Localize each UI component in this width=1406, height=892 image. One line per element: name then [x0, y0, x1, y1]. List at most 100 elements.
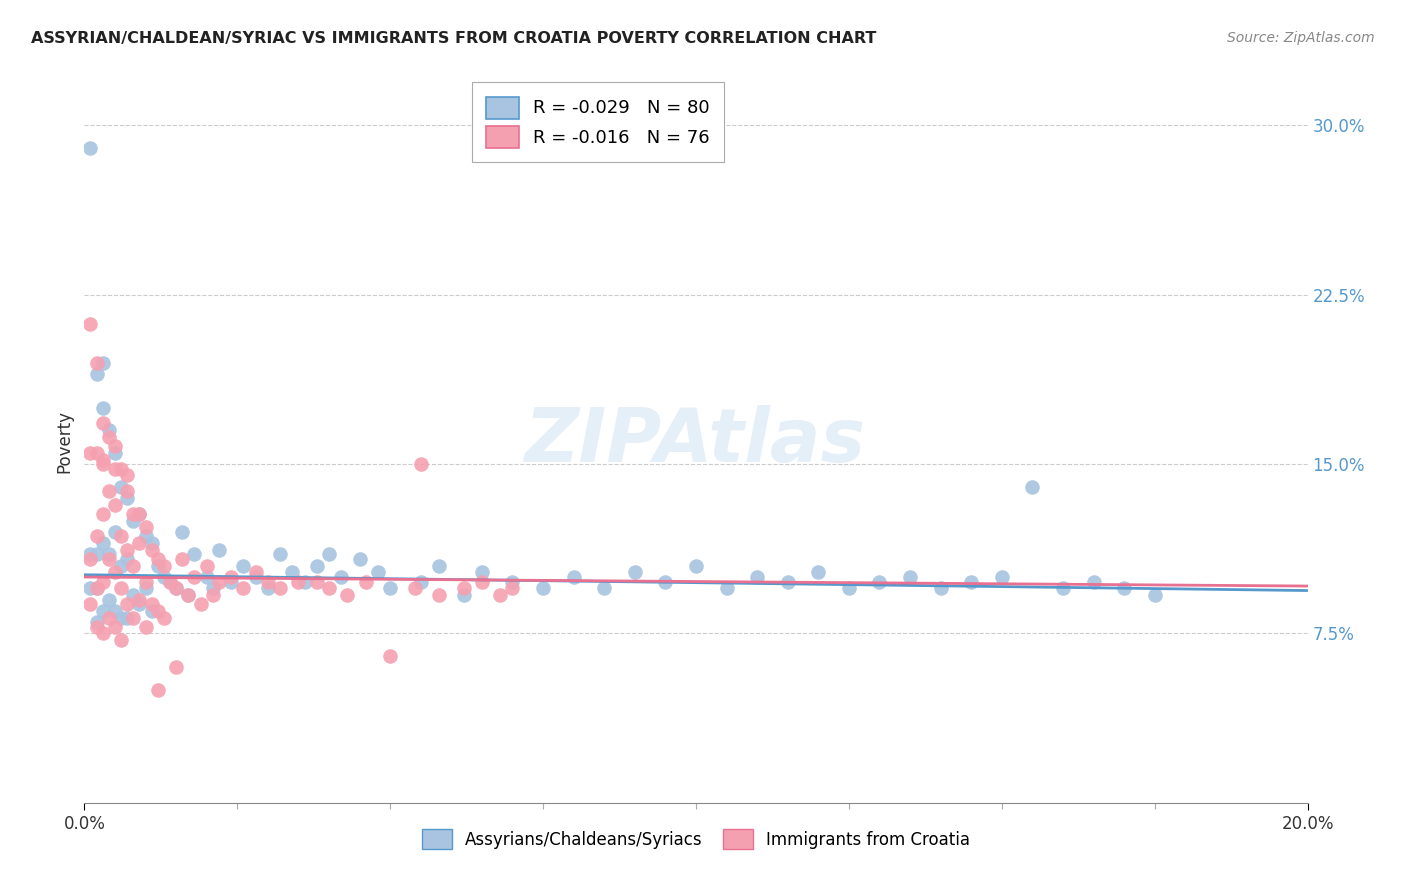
Point: [208, 574, 231, 589]
Point: [219, 570, 242, 584]
Point: [201, 582, 224, 596]
Point: [159, 574, 181, 589]
Point: [79, 582, 101, 596]
Point: [97, 610, 120, 624]
Point: [91, 626, 114, 640]
Point: [141, 536, 163, 550]
Point: [86, 615, 108, 630]
Point: [141, 597, 163, 611]
Point: [86, 582, 108, 596]
Point: [269, 582, 291, 596]
Point: [453, 588, 475, 602]
Point: [380, 648, 402, 663]
Point: [562, 570, 585, 584]
Point: [141, 604, 163, 618]
Point: [898, 570, 921, 584]
Text: Source: ZipAtlas.com: Source: ZipAtlas.com: [1227, 31, 1375, 45]
Point: [1021, 480, 1043, 494]
Point: [110, 633, 132, 648]
Point: [177, 588, 200, 602]
Point: [232, 558, 254, 573]
Point: [128, 536, 150, 550]
Point: [97, 552, 120, 566]
Point: [208, 542, 231, 557]
Point: [122, 588, 145, 602]
Point: [86, 355, 108, 369]
Point: [991, 570, 1014, 584]
Point: [115, 542, 138, 557]
Point: [91, 457, 114, 471]
Point: [91, 604, 114, 618]
Text: ASSYRIAN/CHALDEAN/SYRIAC VS IMMIGRANTS FROM CROATIA POVERTY CORRELATION CHART: ASSYRIAN/CHALDEAN/SYRIAC VS IMMIGRANTS F…: [31, 31, 876, 46]
Point: [86, 529, 108, 543]
Point: [97, 592, 120, 607]
Point: [409, 574, 432, 589]
Point: [97, 484, 120, 499]
Point: [172, 524, 194, 539]
Point: [141, 542, 163, 557]
Point: [1143, 588, 1166, 602]
Point: [115, 552, 138, 566]
Point: [104, 439, 127, 453]
Point: [153, 610, 176, 624]
Point: [489, 588, 512, 602]
Point: [104, 566, 127, 580]
Point: [471, 566, 494, 580]
Point: [172, 552, 194, 566]
Point: [135, 620, 157, 634]
Point: [305, 574, 328, 589]
Point: [427, 558, 450, 573]
Point: [86, 446, 108, 460]
Point: [122, 514, 145, 528]
Point: [747, 570, 769, 584]
Point: [79, 141, 101, 155]
Point: [1083, 574, 1105, 589]
Point: [349, 552, 371, 566]
Point: [165, 582, 187, 596]
Point: [79, 552, 101, 566]
Point: [177, 588, 200, 602]
Point: [122, 558, 145, 573]
Point: [427, 588, 450, 602]
Point: [195, 570, 218, 584]
Point: [115, 610, 138, 624]
Point: [97, 423, 120, 437]
Point: [776, 574, 799, 589]
Point: [1114, 582, 1136, 596]
Point: [79, 317, 101, 331]
Point: [453, 582, 475, 596]
Point: [305, 558, 328, 573]
Point: [91, 574, 114, 589]
Point: [115, 491, 138, 505]
Point: [502, 574, 524, 589]
Point: [128, 597, 150, 611]
Point: [165, 660, 187, 674]
Point: [91, 355, 114, 369]
Point: [330, 570, 353, 584]
Point: [146, 552, 169, 566]
Point: [502, 582, 524, 596]
Point: [115, 484, 138, 499]
Point: [135, 574, 157, 589]
Point: [110, 610, 132, 624]
Text: ZIPAtlas: ZIPAtlas: [526, 405, 866, 478]
Point: [104, 498, 127, 512]
Point: [165, 582, 187, 596]
Point: [219, 574, 242, 589]
Point: [281, 566, 304, 580]
Point: [91, 452, 114, 467]
Point: [531, 582, 554, 596]
Point: [104, 461, 127, 475]
Point: [294, 574, 316, 589]
Point: [110, 582, 132, 596]
Point: [287, 574, 309, 589]
Point: [104, 604, 127, 618]
Point: [115, 597, 138, 611]
Point: [97, 548, 120, 562]
Point: [86, 620, 108, 634]
Point: [257, 582, 280, 596]
Point: [104, 524, 127, 539]
Point: [183, 570, 205, 584]
Point: [409, 457, 432, 471]
Point: [115, 468, 138, 483]
